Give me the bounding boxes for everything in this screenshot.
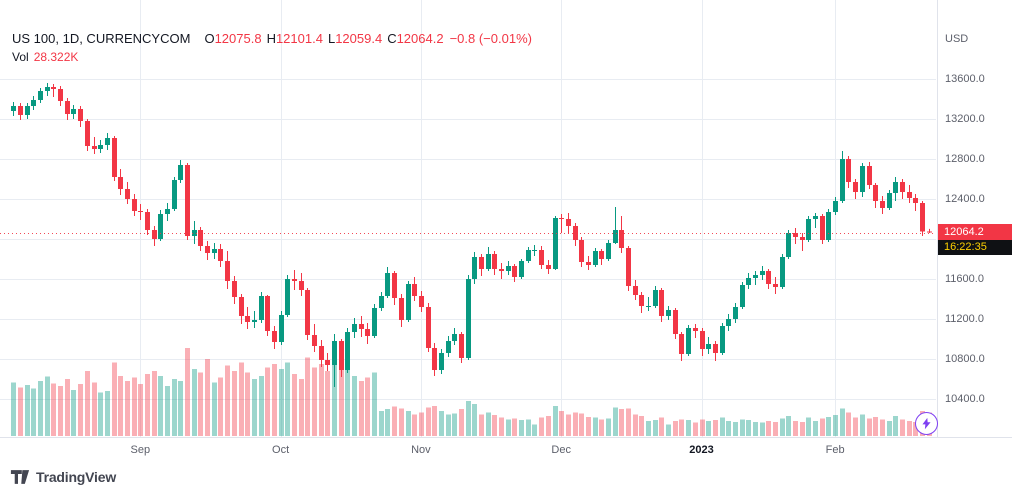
- high-label: H: [266, 31, 276, 46]
- close-value: 12064.2: [396, 31, 444, 46]
- high-value: 12101.4: [275, 31, 323, 46]
- time-axis-label-2023: 2023: [689, 444, 714, 456]
- price-axis-label: 12400.0: [945, 193, 985, 205]
- lightning-button[interactable]: [915, 412, 938, 435]
- time-axis-label-oct: Oct: [272, 444, 290, 456]
- tradingview-logo[interactable]: TradingView: [10, 469, 116, 485]
- candlestick-chart-canvas[interactable]: [0, 0, 1012, 437]
- open-label: O: [204, 31, 215, 46]
- price-axis[interactable]: USD 12064.2 16:22:35 13600.0 13200.0 12800…: [937, 0, 1012, 437]
- change-value: −0.8 (−0.01%): [449, 31, 532, 46]
- price-axis-label: 12800.0: [945, 153, 985, 165]
- legend-row-volume: Vol 28.322K: [12, 49, 532, 65]
- tradingview-logo-text: TradingView: [36, 469, 117, 485]
- price-axis-label: 10800.0: [945, 353, 985, 365]
- last-price-value: 12064.2: [938, 223, 1012, 240]
- open-value: 12075.8: [214, 31, 262, 46]
- symbol-title[interactable]: US 100, 1D, CURRENCYCOM: [12, 31, 191, 46]
- lightning-icon: [922, 417, 931, 430]
- legend-row-main: US 100, 1D, CURRENCYCOM O12075.8 H12101.4 L…: [12, 30, 532, 47]
- price-axis-label: 11600.0: [945, 273, 984, 285]
- time-axis[interactable]: Sep Oct Nov Dec 2023 Feb: [0, 437, 1012, 465]
- chart-legend: US 100, 1D, CURRENCYCOM O12075.8 H12101.4 L…: [12, 30, 532, 65]
- price-axis-label: 11200.0: [945, 313, 984, 325]
- time-axis-label-dec: Dec: [551, 444, 571, 456]
- low-label: L: [327, 31, 336, 46]
- volume-value: 28.322K: [33, 50, 79, 64]
- time-axis-label-nov: Nov: [411, 444, 431, 456]
- close-label: C: [387, 31, 397, 46]
- tradingview-logo-icon: [10, 470, 30, 484]
- low-value: 12059.4: [335, 31, 383, 46]
- bar-countdown: 16:22:35: [938, 239, 1012, 255]
- currency-label: USD: [945, 33, 969, 45]
- volume-label[interactable]: Vol: [12, 50, 29, 64]
- time-axis-label-sep: Sep: [130, 444, 151, 456]
- price-axis-label: 13600.0: [945, 73, 985, 85]
- price-axis-label: 13200.0: [945, 113, 985, 125]
- last-price-tag: 12064.2 16:22:35: [938, 223, 1012, 255]
- price-axis-label: 10400.0: [945, 393, 985, 405]
- time-axis-label-feb: Feb: [825, 444, 845, 456]
